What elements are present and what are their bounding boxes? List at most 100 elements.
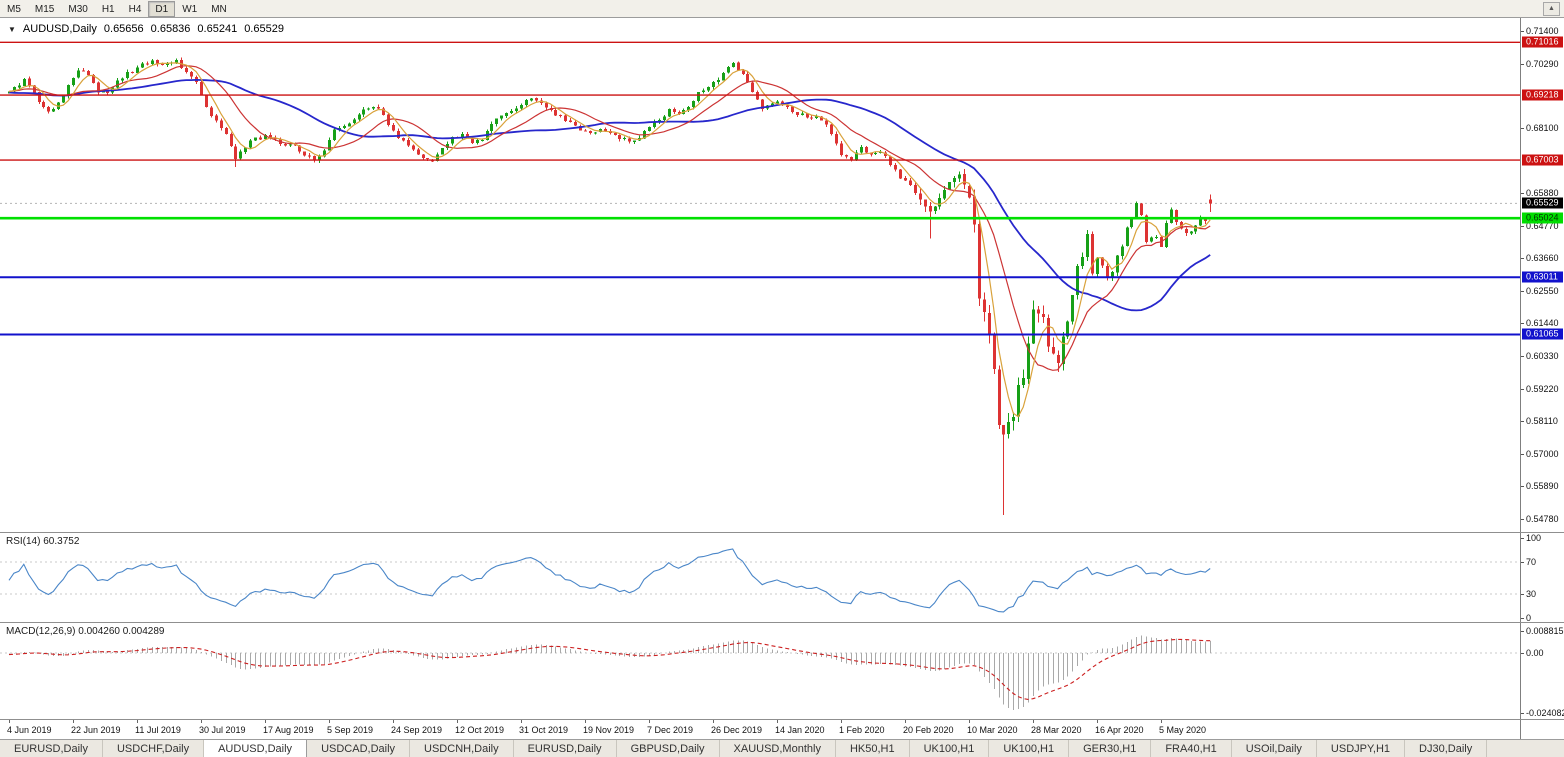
timeframe-button-m30[interactable]: M30 bbox=[61, 1, 94, 17]
tab-dj30-daily[interactable]: DJ30,Daily bbox=[1405, 740, 1488, 757]
timeframe-button-mn[interactable]: MN bbox=[204, 1, 234, 17]
timeframe-button-m15[interactable]: M15 bbox=[28, 1, 61, 17]
timeframe-button-h1[interactable]: H1 bbox=[95, 1, 122, 17]
price-tick-mark bbox=[1521, 258, 1524, 260]
up-arrow-icon: ▲ bbox=[1548, 5, 1555, 12]
time-tick-mark bbox=[265, 720, 266, 723]
price-tick: 0.59220 bbox=[1526, 383, 1559, 394]
toolbar-corner-button[interactable]: ▲ bbox=[1543, 1, 1560, 16]
price-tick: 0.63660 bbox=[1526, 253, 1559, 264]
chart-symbol-label: AUDUSD,Daily bbox=[22, 23, 97, 35]
tab-eurusd-daily[interactable]: EURUSD,Daily bbox=[0, 740, 103, 757]
price-tick: 0.55890 bbox=[1526, 481, 1559, 492]
tab-fra40-h1[interactable]: FRA40,H1 bbox=[1151, 740, 1232, 757]
time-label: 4 Jun 2019 bbox=[7, 725, 52, 735]
tab-usdjpy-h1[interactable]: USDJPY,H1 bbox=[1317, 740, 1406, 757]
macd-tick-mark bbox=[1521, 652, 1524, 654]
time-label: 28 Mar 2020 bbox=[1031, 725, 1082, 735]
rsi-panel: RSI(14) 60.3752 100 70 30 0 bbox=[0, 532, 1564, 623]
time-label: 24 Sep 2019 bbox=[391, 725, 443, 735]
chart-tab-bar: EURUSD,Daily USDCHF,Daily AUDUSD,Daily USDC… bbox=[0, 739, 1564, 757]
price-tick-mark bbox=[1521, 127, 1524, 129]
time-label: 31 Oct 2019 bbox=[519, 725, 569, 735]
macd-canvas[interactable] bbox=[0, 623, 1520, 719]
timeframe-button-h4[interactable]: H4 bbox=[122, 1, 149, 17]
time-tick-mark bbox=[1161, 720, 1162, 723]
price-axis[interactable]: 0.71400 0.70290 0.68100 0.65880 0.64770 0.636… bbox=[1520, 18, 1564, 532]
price-tick-mark bbox=[1521, 453, 1524, 455]
time-tick-mark bbox=[1097, 720, 1098, 723]
price-tick-mark bbox=[1521, 388, 1524, 390]
price-tick-mark bbox=[1521, 486, 1524, 488]
time-axis[interactable]: 4 Jun 2019 22 Jun 2019 11 Jul 2019 30 Jul 2… bbox=[0, 719, 1564, 739]
tab-gbpusd-daily[interactable]: GBPUSD,Daily bbox=[617, 740, 720, 757]
tab-uk100-h1[interactable]: UK100,H1 bbox=[910, 740, 990, 757]
rsi-tick: 30 bbox=[1526, 589, 1537, 599]
tab-eurusd-daily[interactable]: EURUSD,Daily bbox=[514, 740, 617, 757]
rsi-tick: 0 bbox=[1526, 613, 1532, 623]
time-label: 5 May 2020 bbox=[1159, 725, 1207, 735]
ma-mid-line bbox=[8, 65, 1211, 371]
time-tick-mark bbox=[329, 720, 330, 723]
axis-corner bbox=[1520, 720, 1564, 739]
time-label: 22 Jun 2019 bbox=[71, 725, 121, 735]
tab-uk100-h1[interactable]: UK100,H1 bbox=[989, 740, 1070, 757]
level-price-box: 0.67003 bbox=[1522, 154, 1563, 166]
rsi-tick-mark bbox=[1521, 618, 1524, 619]
timeframe-button-w1[interactable]: W1 bbox=[175, 1, 204, 17]
tab-ger30-h1[interactable]: GER30,H1 bbox=[1069, 740, 1152, 757]
time-tick-mark bbox=[649, 720, 650, 723]
tab-usdcnh-daily[interactable]: USDCNH,Daily bbox=[410, 740, 514, 757]
price-tick-mark bbox=[1521, 519, 1524, 520]
rsi-canvas[interactable] bbox=[0, 533, 1520, 622]
time-tick-mark bbox=[521, 720, 522, 723]
rsi-tick: 100 bbox=[1526, 533, 1542, 543]
candles-layer bbox=[8, 57, 1212, 515]
ohlc-high: 0.65836 bbox=[150, 23, 191, 35]
macd-panel: MACD(12,26,9) 0.004260 0.004289 0.008815… bbox=[0, 622, 1564, 719]
ma-slow-line bbox=[8, 78, 1211, 312]
price-tick: 0.65880 bbox=[1526, 188, 1559, 199]
price-tick-mark bbox=[1521, 63, 1524, 65]
tab-xauusd-monthly[interactable]: XAUUSD,Monthly bbox=[720, 740, 836, 757]
tab-usdchf-daily[interactable]: USDCHF,Daily bbox=[103, 740, 205, 757]
level-price-box: 0.69218 bbox=[1522, 89, 1563, 101]
time-tick-mark bbox=[777, 720, 778, 723]
rsi-label: RSI(14) 60.3752 bbox=[6, 536, 80, 547]
macd-tick-mark bbox=[1521, 713, 1524, 714]
time-tick-mark bbox=[137, 720, 138, 723]
time-tick-mark bbox=[457, 720, 458, 723]
tab-usoil-daily[interactable]: USOil,Daily bbox=[1232, 740, 1317, 757]
time-label: 14 Jan 2020 bbox=[775, 725, 825, 735]
time-tick-mark bbox=[585, 720, 586, 723]
timeframe-button-d1[interactable]: D1 bbox=[148, 0, 176, 17]
time-tick-mark bbox=[841, 720, 842, 723]
time-label: 12 Oct 2019 bbox=[455, 725, 505, 735]
time-label: 16 Apr 2020 bbox=[1095, 725, 1144, 735]
price-tick: 0.61440 bbox=[1526, 318, 1559, 329]
timeframe-button-m5[interactable]: M5 bbox=[0, 1, 28, 17]
tab-hk50-h1[interactable]: HK50,H1 bbox=[836, 740, 910, 757]
price-tick: 0.64770 bbox=[1526, 220, 1559, 231]
time-label: 17 Aug 2019 bbox=[263, 725, 314, 735]
time-label: 1 Feb 2020 bbox=[839, 725, 885, 735]
tab-usdcad-daily[interactable]: USDCAD,Daily bbox=[307, 740, 411, 757]
price-tick: 0.68100 bbox=[1526, 122, 1559, 133]
level-price-box: 0.63011 bbox=[1522, 271, 1563, 283]
time-label: 26 Dec 2019 bbox=[711, 725, 763, 735]
rsi-tick-mark bbox=[1521, 594, 1524, 595]
price-tick-mark bbox=[1521, 193, 1524, 195]
level-price-box: 0.61065 bbox=[1522, 328, 1563, 340]
tab-audusd-daily[interactable]: AUDUSD,Daily bbox=[204, 740, 308, 757]
rsi-line bbox=[8, 548, 1211, 613]
rsi-tick-mark bbox=[1521, 538, 1524, 539]
main-chart-canvas[interactable] bbox=[0, 18, 1520, 532]
symbol-dropdown-icon[interactable]: ▼ bbox=[8, 24, 16, 34]
macd-signal-line bbox=[8, 638, 1211, 700]
price-tick-mark bbox=[1521, 290, 1524, 292]
macd-tick: 0.00 bbox=[1526, 647, 1544, 658]
price-tick: 0.57000 bbox=[1526, 448, 1559, 459]
price-tick: 0.58110 bbox=[1526, 416, 1558, 427]
price-tick-mark bbox=[1521, 356, 1524, 358]
price-tick: 0.60330 bbox=[1526, 351, 1559, 362]
